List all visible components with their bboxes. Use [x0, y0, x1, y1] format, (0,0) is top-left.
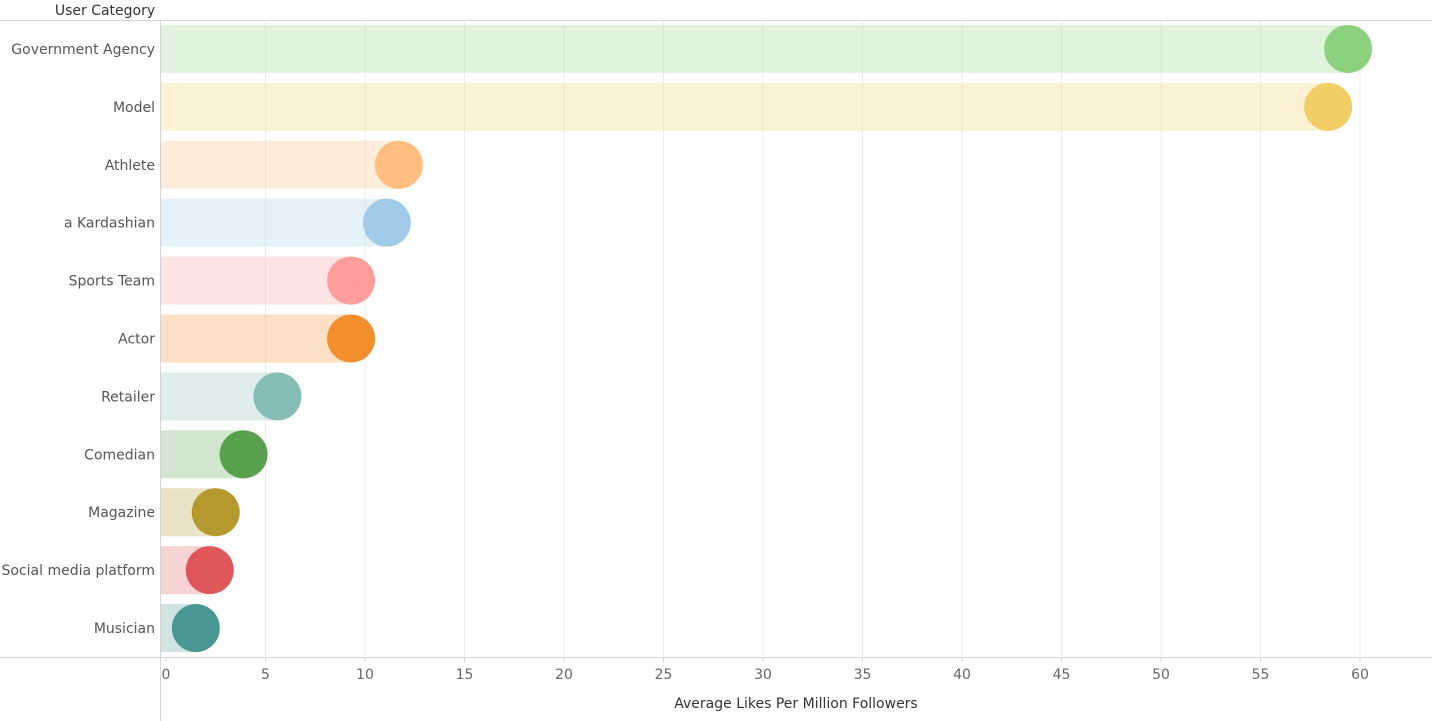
y-axis-header: User Category	[55, 3, 155, 19]
bar-end-dot	[374, 140, 423, 189]
x-axis-title: Average Likes Per Million Followers	[674, 696, 917, 712]
category-label: Musician	[94, 621, 155, 637]
bar-end-dot	[185, 546, 234, 595]
bar-end-dot	[1304, 82, 1353, 131]
category-label: a Kardashian	[64, 216, 155, 232]
bar	[161, 256, 352, 305]
x-tick-label: 10	[356, 667, 374, 683]
bar	[161, 24, 1349, 73]
x-tick-label: 55	[1252, 667, 1270, 683]
bar-end-dot	[1324, 24, 1373, 73]
x-tick-label: 30	[754, 667, 772, 683]
x-tick-label: 20	[555, 667, 573, 683]
bar	[161, 140, 399, 189]
bar	[161, 314, 352, 363]
category-label: Magazine	[88, 505, 155, 521]
category-label: Sports Team	[69, 274, 155, 290]
bar	[161, 198, 387, 247]
bar-end-dot	[171, 604, 220, 653]
x-tick-label: 25	[655, 667, 673, 683]
bar-end-dot	[362, 198, 411, 247]
bar-end-dot	[253, 372, 302, 421]
x-tick-label: 40	[953, 667, 971, 683]
x-tick-label: 45	[1053, 667, 1071, 683]
x-tick-label: 0	[162, 667, 171, 683]
category-label: Government Agency	[11, 42, 155, 58]
x-tick-label: 60	[1351, 667, 1369, 683]
category-labels: Government Agency Model Athlete a Kardashia…	[1, 42, 155, 637]
bar-end-dot	[327, 314, 376, 363]
category-label: Comedian	[84, 447, 155, 463]
category-label: Social media platform	[1, 563, 155, 579]
category-label: Actor	[118, 332, 155, 348]
x-axis-ticks: 0 5 10 15 20 25 30 35 40 45 50 55 60	[162, 657, 1369, 683]
bars	[161, 24, 1349, 653]
category-label: Athlete	[105, 158, 155, 174]
x-tick-label: 50	[1152, 667, 1170, 683]
dots	[171, 24, 1373, 653]
bar	[161, 82, 1329, 131]
x-tick-label: 15	[456, 667, 474, 683]
x-tick-label: 5	[261, 667, 270, 683]
category-label: Model	[113, 100, 155, 116]
x-tick-label: 35	[854, 667, 872, 683]
gridlines	[265, 20, 1361, 657]
category-label: Retailer	[101, 389, 155, 405]
bar-end-dot	[219, 430, 268, 479]
bar-end-dot	[327, 256, 376, 305]
bar-end-dot	[191, 488, 240, 537]
